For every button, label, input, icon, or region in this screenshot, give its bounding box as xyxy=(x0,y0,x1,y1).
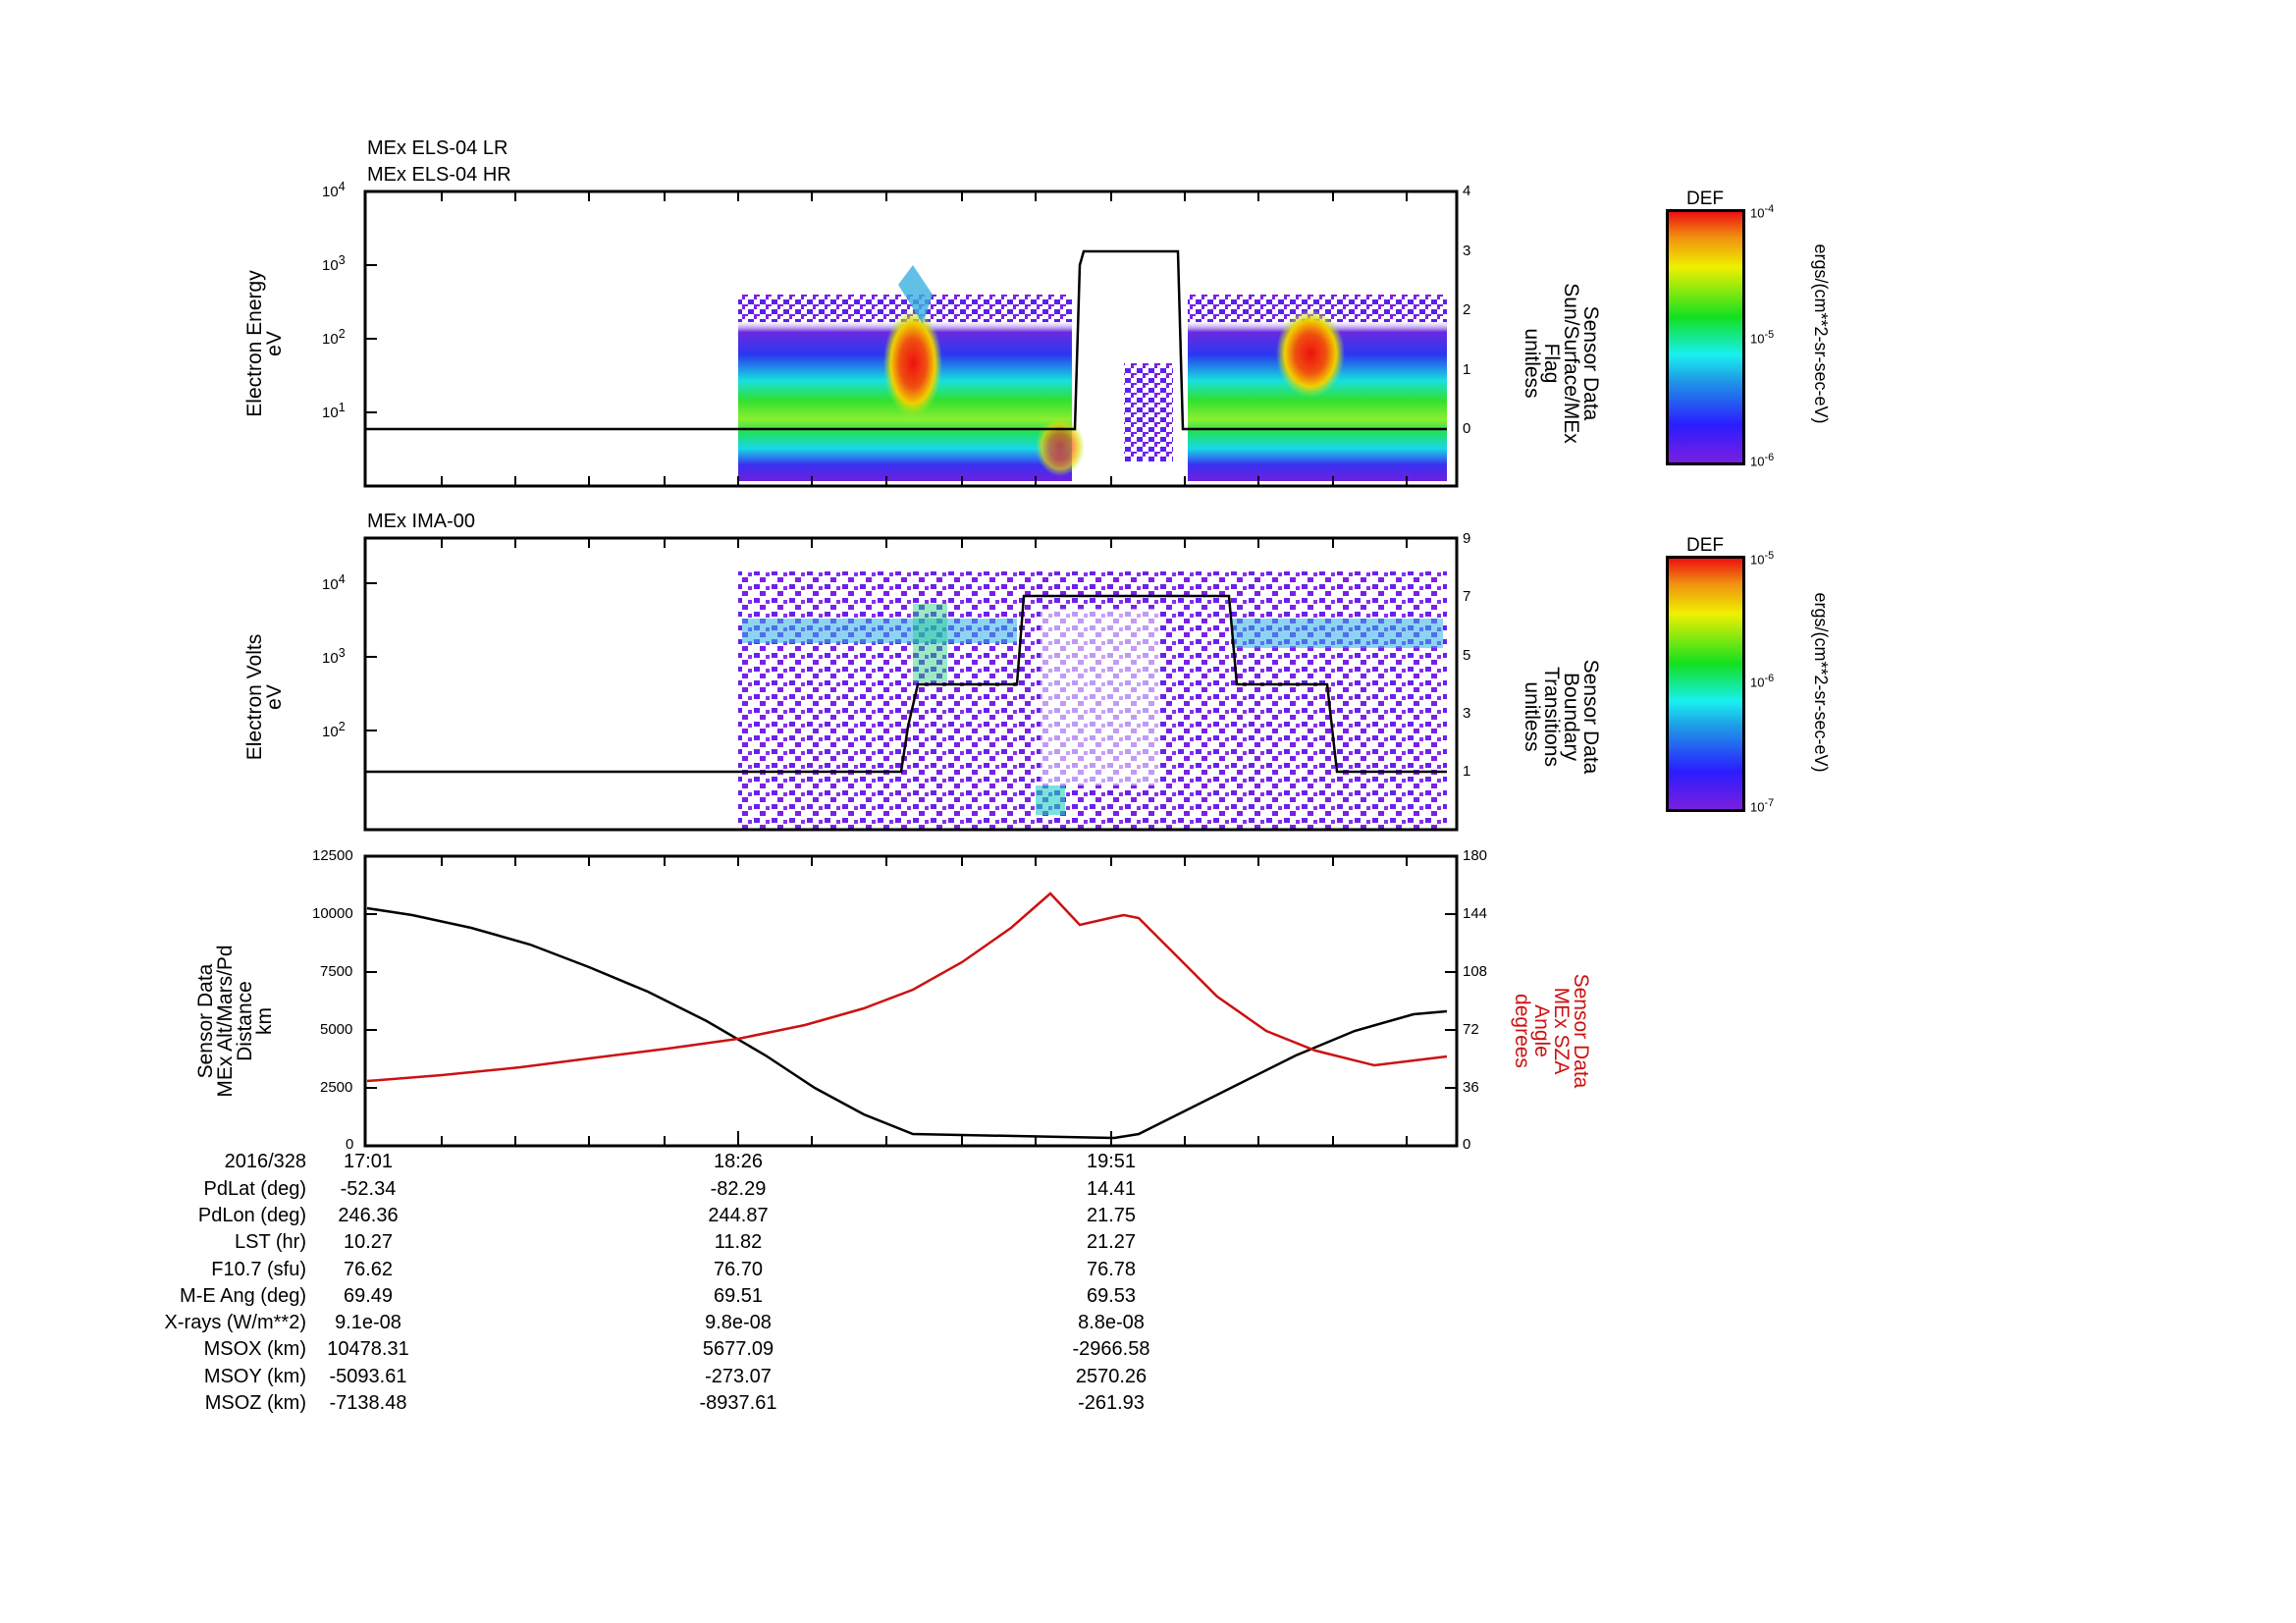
ephemeris-time: 18:26 xyxy=(713,1151,764,1172)
ephemeris-time: 17:01 xyxy=(343,1151,394,1172)
ephemeris-row-value: -5093.61 xyxy=(329,1366,407,1387)
panel3-ytick: 0 xyxy=(346,1136,354,1153)
colorbar1-max: 10-4 xyxy=(1750,203,1775,221)
colorbar1-title: DEF xyxy=(1686,189,1724,209)
panel2-y2tick: 5 xyxy=(1463,647,1471,664)
ephemeris-row-value: 8.8e-08 xyxy=(1078,1312,1145,1333)
panel3-ytick: 7500 xyxy=(320,963,353,980)
panel3-y2tick: 180 xyxy=(1463,847,1488,864)
colorbar2-min: 10-7 xyxy=(1750,797,1775,815)
panel2-ytick-1e3: 103 xyxy=(322,646,346,667)
panel3-ytick: 2500 xyxy=(320,1079,353,1096)
panel3-y2tick: 0 xyxy=(1463,1136,1471,1153)
ephemeris-row-label: LST (hr) xyxy=(235,1231,306,1253)
panel3-y2tick: 144 xyxy=(1463,905,1488,922)
ephemeris-row-value: -261.93 xyxy=(1078,1392,1145,1414)
colorbar1-min: 10-6 xyxy=(1750,452,1775,469)
ephemeris-row-value: 246.36 xyxy=(338,1205,399,1226)
ephemeris-row-value: 21.75 xyxy=(1086,1205,1137,1226)
ephemeris-row-value: 10478.31 xyxy=(327,1338,409,1360)
panel1-y2tick: 1 xyxy=(1463,361,1471,378)
panel3-ytick: 5000 xyxy=(320,1021,353,1038)
panel2-y2label: Sensor Data Boundary Transitions unitless xyxy=(1521,659,1602,775)
panel2-y2tick: 3 xyxy=(1463,705,1471,722)
colorbar2-mid: 10-6 xyxy=(1750,673,1775,690)
colorbar2-max: 10-5 xyxy=(1750,550,1775,568)
panel1-y2tick: 4 xyxy=(1463,183,1471,199)
colorbar2-title: DEF xyxy=(1686,535,1724,556)
colorbar2-unit: ergs/(cm**2-sr-sec-eV) xyxy=(1811,592,1831,773)
panel1-ytick-1e2: 102 xyxy=(322,327,346,348)
ephemeris-row-value: 69.51 xyxy=(713,1285,764,1307)
panel2-y2tick: 9 xyxy=(1463,530,1471,547)
panel2-title: MEx IMA-00 xyxy=(367,511,476,532)
panel2-ylabel: Electron Volts eV xyxy=(243,633,286,761)
panel2-ytick-1e2: 102 xyxy=(322,720,346,740)
ephemeris-row-label: M-E Ang (deg) xyxy=(180,1285,306,1307)
ephemeris-row-value: 2570.26 xyxy=(1075,1366,1148,1387)
ephemeris-row-value: 244.87 xyxy=(708,1205,769,1226)
ephemeris-row-label: MSOX (km) xyxy=(203,1338,306,1360)
panel3-y2tick: 36 xyxy=(1463,1079,1479,1096)
panel3-ytick: 12500 xyxy=(312,847,353,864)
panel2-y2tick: 1 xyxy=(1463,763,1471,780)
panel3-y2label: Sensor Data MEx SZA Angle degrees xyxy=(1511,973,1592,1089)
panel1-title-hr: MEx ELS-04 HR xyxy=(367,164,511,186)
ephemeris-row-value: 9.8e-08 xyxy=(705,1312,772,1333)
ephemeris-row-label: PdLon (deg) xyxy=(197,1205,306,1226)
panel1-ytick-1e4: 104 xyxy=(322,180,346,200)
ephemeris-row-value: 5677.09 xyxy=(702,1338,774,1360)
colorbar2 xyxy=(1666,556,1745,812)
sza-line xyxy=(366,892,1448,1083)
colorbar1-mid: 10-5 xyxy=(1750,329,1775,347)
ephemeris-row-value: 11.82 xyxy=(714,1231,763,1253)
ephemeris-date: 2016/328 xyxy=(224,1151,306,1172)
altitude-line xyxy=(366,906,1448,1140)
ephemeris-row-value: -52.34 xyxy=(340,1178,397,1200)
ephemeris-row-label: X-rays (W/m**2) xyxy=(164,1312,306,1333)
ephemeris-row-value: -273.07 xyxy=(705,1366,772,1387)
ephemeris-row-value: -2966.58 xyxy=(1072,1338,1150,1360)
ephemeris-row-value: -7138.48 xyxy=(329,1392,407,1414)
ephemeris-row-value: 76.78 xyxy=(1086,1259,1137,1280)
panel3-y2tick: 108 xyxy=(1463,963,1488,980)
ephemeris-row-value: 21.27 xyxy=(1086,1231,1137,1253)
ephemeris-row-value: 10.27 xyxy=(343,1231,394,1253)
panel1-y2tick: 3 xyxy=(1463,243,1471,259)
panel1-ytick-1e3: 103 xyxy=(322,253,346,274)
ephemeris-row-label: F10.7 (sfu) xyxy=(211,1259,306,1280)
panel1-y2tick: 0 xyxy=(1463,420,1471,437)
panel1-ytick-1e1: 101 xyxy=(322,401,346,421)
panel2-ytick-1e4: 104 xyxy=(322,572,346,593)
ephemeris-row-value: 9.1e-08 xyxy=(335,1312,401,1333)
ephemeris-row-value: -82.29 xyxy=(710,1178,767,1200)
ephemeris-row-value: -8937.61 xyxy=(699,1392,777,1414)
panel3-ylabel: Sensor Data MEx Alt/Mars/Pd Distance km xyxy=(194,945,276,1098)
ephemeris-row-value: 69.49 xyxy=(343,1285,394,1307)
ephemeris-row-label: MSOZ (km) xyxy=(204,1392,306,1414)
ephemeris-time: 19:51 xyxy=(1086,1151,1137,1172)
panel1-y2tick: 2 xyxy=(1463,301,1471,318)
panel1-title-lr: MEx ELS-04 LR xyxy=(367,137,508,159)
ephemeris-row-label: MSOY (km) xyxy=(203,1366,306,1387)
colorbar1 xyxy=(1666,209,1745,465)
ephemeris-row-value: 69.53 xyxy=(1086,1285,1137,1307)
ephemeris-row-value: 76.70 xyxy=(713,1259,764,1280)
panel2-y2tick: 7 xyxy=(1463,588,1471,605)
panel3-ytick: 10000 xyxy=(312,905,353,922)
panel3-y2tick: 72 xyxy=(1463,1021,1479,1038)
colorbar1-unit: ergs/(cm**2-sr-sec-eV) xyxy=(1811,243,1831,424)
ephemeris-row-label: PdLat (deg) xyxy=(203,1178,306,1200)
ephemeris-row-value: 76.62 xyxy=(343,1259,394,1280)
ephemeris-row-value: 14.41 xyxy=(1086,1178,1137,1200)
